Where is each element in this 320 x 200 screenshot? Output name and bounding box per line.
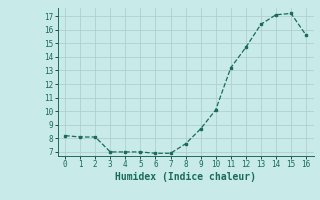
X-axis label: Humidex (Indice chaleur): Humidex (Indice chaleur) xyxy=(115,172,256,182)
